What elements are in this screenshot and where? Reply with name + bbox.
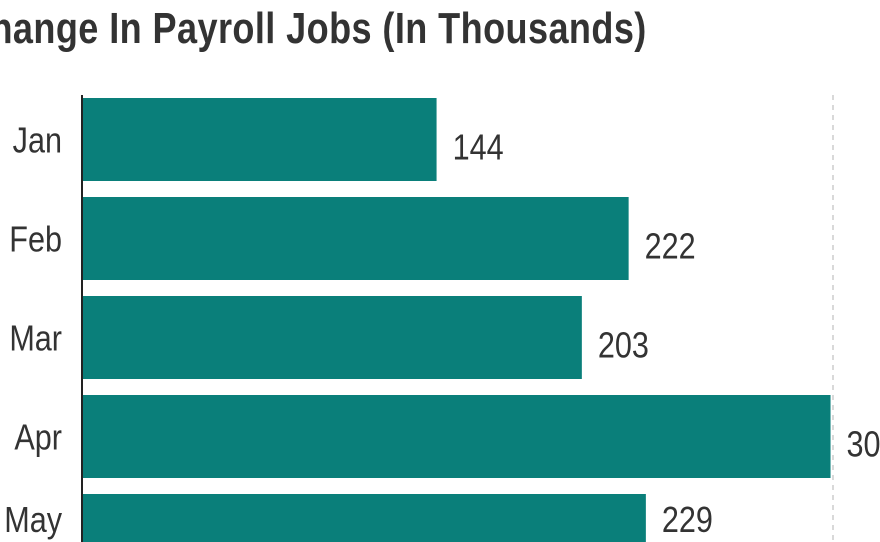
value-label: 203 bbox=[598, 326, 649, 366]
bar-jan bbox=[82, 98, 437, 181]
category-label: Feb bbox=[9, 220, 62, 260]
bar-apr bbox=[82, 395, 831, 478]
category-label: Jan bbox=[13, 121, 62, 161]
bar-may bbox=[82, 494, 646, 542]
bar-feb bbox=[82, 197, 629, 280]
bar-mar bbox=[82, 296, 582, 379]
value-label: 304 bbox=[847, 425, 880, 465]
value-label: 144 bbox=[453, 128, 504, 168]
value-label: 229 bbox=[662, 501, 713, 541]
category-label: May bbox=[4, 501, 62, 541]
category-label: Mar bbox=[9, 319, 62, 359]
value-label: 222 bbox=[645, 227, 696, 267]
chart-title: Change In Payroll Jobs (In Thousands) bbox=[0, 4, 647, 53]
category-label: Apr bbox=[14, 418, 62, 458]
